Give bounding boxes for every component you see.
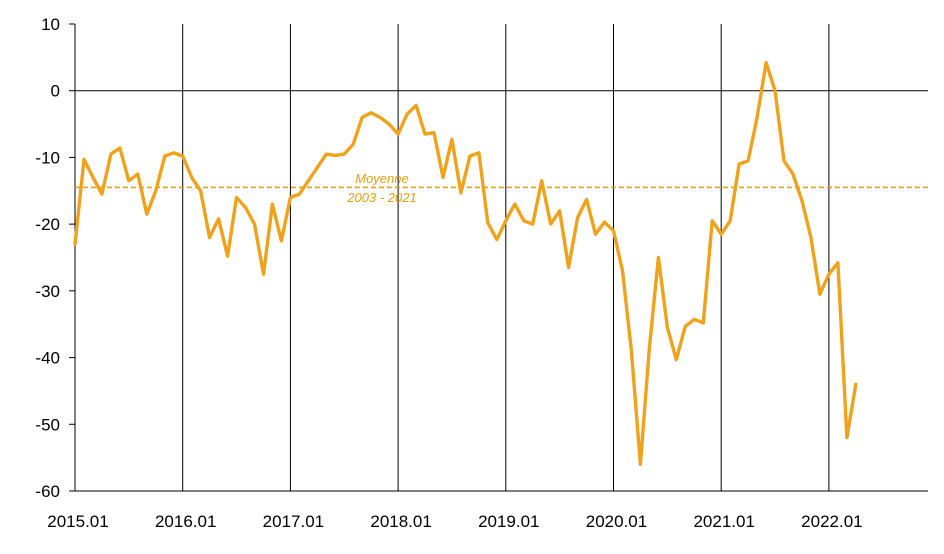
y-axis-tick-labels: 10 0 -10 -20 -30 -40 -50 -60 [35, 15, 60, 501]
average-label-line2: 2003 - 2021 [346, 190, 416, 205]
y-tick-label: -60 [35, 482, 60, 501]
x-tick-label: 2020.01 [586, 512, 647, 531]
y-tick-label: -30 [35, 282, 60, 301]
y-tick-label: 10 [41, 15, 60, 34]
x-tick-label: 2017.01 [263, 512, 324, 531]
x-tick-label: 2018.01 [370, 512, 431, 531]
y-tick-label: -10 [35, 148, 60, 167]
x-axis-tick-labels: 2015.01 2016.01 2017.01 2018.01 2019.01 2020.… [47, 512, 862, 531]
y-tick-label: -40 [35, 349, 60, 368]
year-gridlines [182, 24, 830, 491]
y-tick-label: -50 [35, 415, 60, 434]
axes [69, 23, 928, 492]
y-tick-label: -20 [35, 215, 60, 234]
average-label-line1: Moyenne [355, 171, 408, 186]
average-reference: Moyenne 2003 - 2021 [75, 171, 928, 205]
series-line [73, 61, 858, 466]
x-tick-label: 2015.01 [47, 512, 108, 531]
x-tick-label: 2021.01 [693, 512, 754, 531]
x-tick-label: 2016.01 [155, 512, 216, 531]
x-tick-label: 2022.01 [801, 512, 862, 531]
series-layer [73, 61, 858, 466]
y-tick-label: 0 [51, 82, 60, 101]
x-tick-label: 2019.01 [478, 512, 539, 531]
